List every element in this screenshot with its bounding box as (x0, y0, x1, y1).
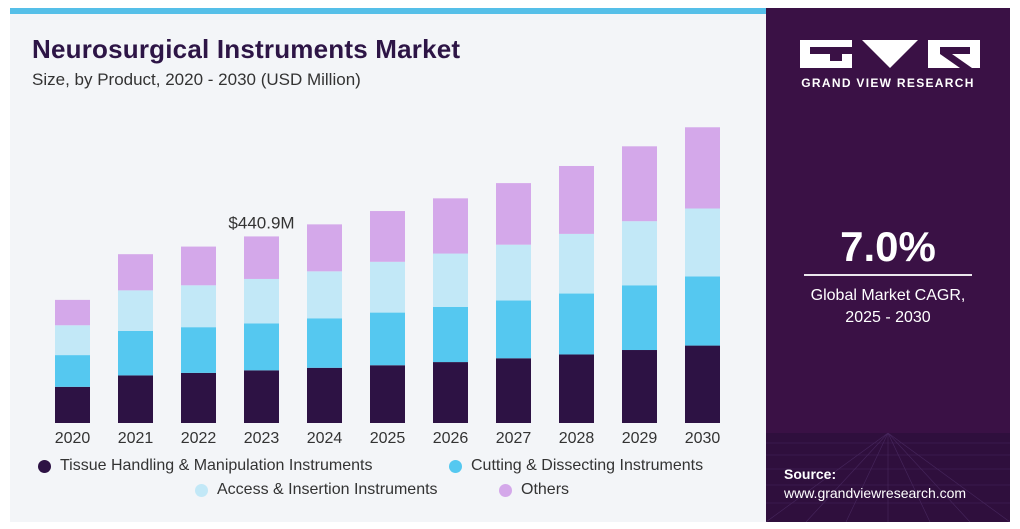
legend-swatch-tissue-handling (38, 459, 51, 473)
legend-swatch-others (499, 483, 512, 497)
bar-2027-series-1 (496, 300, 531, 359)
bar-2020-series-1 (55, 355, 90, 387)
legend-item-access-insertion: Access & Insertion Instruments (195, 481, 438, 499)
bar-2025-series-2 (370, 261, 405, 313)
chart-title: Neurosurgical Instruments Market (32, 34, 461, 64)
x-tick-label-2029: 2029 (622, 430, 658, 447)
bar-2028-series-3 (559, 165, 594, 234)
bar-2021-series-0 (118, 375, 153, 423)
cagr-label-line1: Global Market CAGR, (810, 287, 966, 304)
x-tick-label-2020: 2020 (55, 430, 91, 447)
bar-2020-series-2 (55, 325, 90, 356)
legend-item-tissue-handling: Tissue Handling & Manipulation Instrumen… (38, 457, 372, 475)
bar-2030-series-0 (685, 345, 720, 423)
bar-2026-series-1 (433, 306, 468, 363)
bar-2024-series-1 (307, 318, 342, 368)
bar-2021-series-2 (118, 290, 153, 331)
bar-2022-series-1 (181, 327, 216, 373)
chart-subtitle: Size, by Product, 2020 - 2030 (USD Milli… (32, 70, 361, 89)
x-tick-label-2024: 2024 (307, 430, 343, 447)
bar-2023-series-3 (244, 236, 279, 279)
legend-label-cutting-dissecting: Cutting & Dissecting Instruments (471, 457, 704, 474)
bar-2027-series-3 (496, 183, 531, 245)
bar-2023-series-0 (244, 370, 279, 423)
info-panel: GRAND VIEW RESEARCH 7.0% Global Market C… (766, 8, 1010, 522)
stacked-bar-chart: 2020 2021 2022 $440.9M 2023 2024 2025 2026 2027 2… (55, 127, 721, 447)
grid-decoration (766, 432, 1010, 522)
bar-2025-series-0 (370, 365, 405, 423)
bar-2028-series-1 (559, 293, 594, 355)
bar-2020-series-3 (55, 299, 90, 326)
bar-2024-series-2 (307, 271, 342, 319)
cagr-label: Global Market CAGR, 2025 - 2030 (766, 285, 1010, 329)
legend-label-tissue-handling: Tissue Handling & Manipulation Instrumen… (60, 457, 373, 474)
bar-2029-series-0 (622, 350, 657, 423)
annotation-label: $440.9M (228, 213, 294, 232)
source-title: Source: (784, 466, 837, 482)
x-tick-label-2022: 2022 (181, 430, 217, 447)
bar-2025-series-1 (370, 312, 405, 366)
bar-2021-series-3 (118, 254, 153, 291)
bar-2022-series-0 (181, 372, 216, 423)
bar-2024-series-0 (307, 367, 342, 423)
x-tick-label-2026: 2026 (433, 430, 469, 447)
cagr-value: 7.0% (840, 223, 936, 270)
bar-2027-series-0 (496, 358, 531, 423)
source-url: www.grandviewresearch.com (784, 485, 967, 501)
grand-view-research-logo (800, 40, 980, 68)
legend-label-access-insertion: Access & Insertion Instruments (217, 481, 438, 498)
cagr-divider (804, 274, 972, 276)
legend-item-others: Others (499, 481, 569, 499)
bar-2022-series-2 (181, 285, 216, 328)
legend-label-others: Others (521, 481, 570, 498)
bar-2026-series-2 (433, 253, 468, 307)
cagr-label-line2: 2025 - 2030 (845, 309, 931, 326)
bar-2028-series-2 (559, 233, 594, 294)
bar-2022-series-3 (181, 246, 216, 286)
bar-2025-series-3 (370, 211, 405, 262)
bar-2029-series-1 (622, 285, 657, 351)
bar-2023-series-1 (244, 323, 279, 371)
x-tick-label-2028: 2028 (559, 430, 595, 447)
legend-swatch-cutting-dissecting (449, 459, 462, 473)
bar-2028-series-0 (559, 354, 594, 423)
accent-bar (10, 8, 766, 14)
bar-2024-series-3 (307, 224, 342, 272)
x-tick-label-2027: 2027 (496, 430, 532, 447)
bar-2021-series-1 (118, 330, 153, 376)
bar-2030-series-3 (685, 127, 720, 209)
bar-2026-series-3 (433, 198, 468, 254)
brand-name: GRAND VIEW RESEARCH (801, 76, 975, 90)
source-area (766, 432, 1010, 522)
x-tick-label-2030: 2030 (685, 430, 721, 447)
bar-2020-series-0 (55, 386, 90, 423)
legend-swatch-access-insertion (195, 483, 208, 497)
bar-2026-series-0 (433, 362, 468, 423)
bar-2029-series-3 (622, 146, 657, 222)
x-tick-label-2023: 2023 (244, 430, 280, 447)
bar-2030-series-2 (685, 208, 720, 277)
bar-2027-series-2 (496, 244, 531, 301)
x-tick-label-2021: 2021 (118, 430, 154, 447)
bar-2023-series-2 (244, 278, 279, 324)
bar-2030-series-1 (685, 276, 720, 346)
bar-2029-series-2 (622, 221, 657, 286)
legend-item-cutting-dissecting: Cutting & Dissecting Instruments (449, 457, 703, 475)
x-tick-label-2025: 2025 (370, 430, 406, 447)
